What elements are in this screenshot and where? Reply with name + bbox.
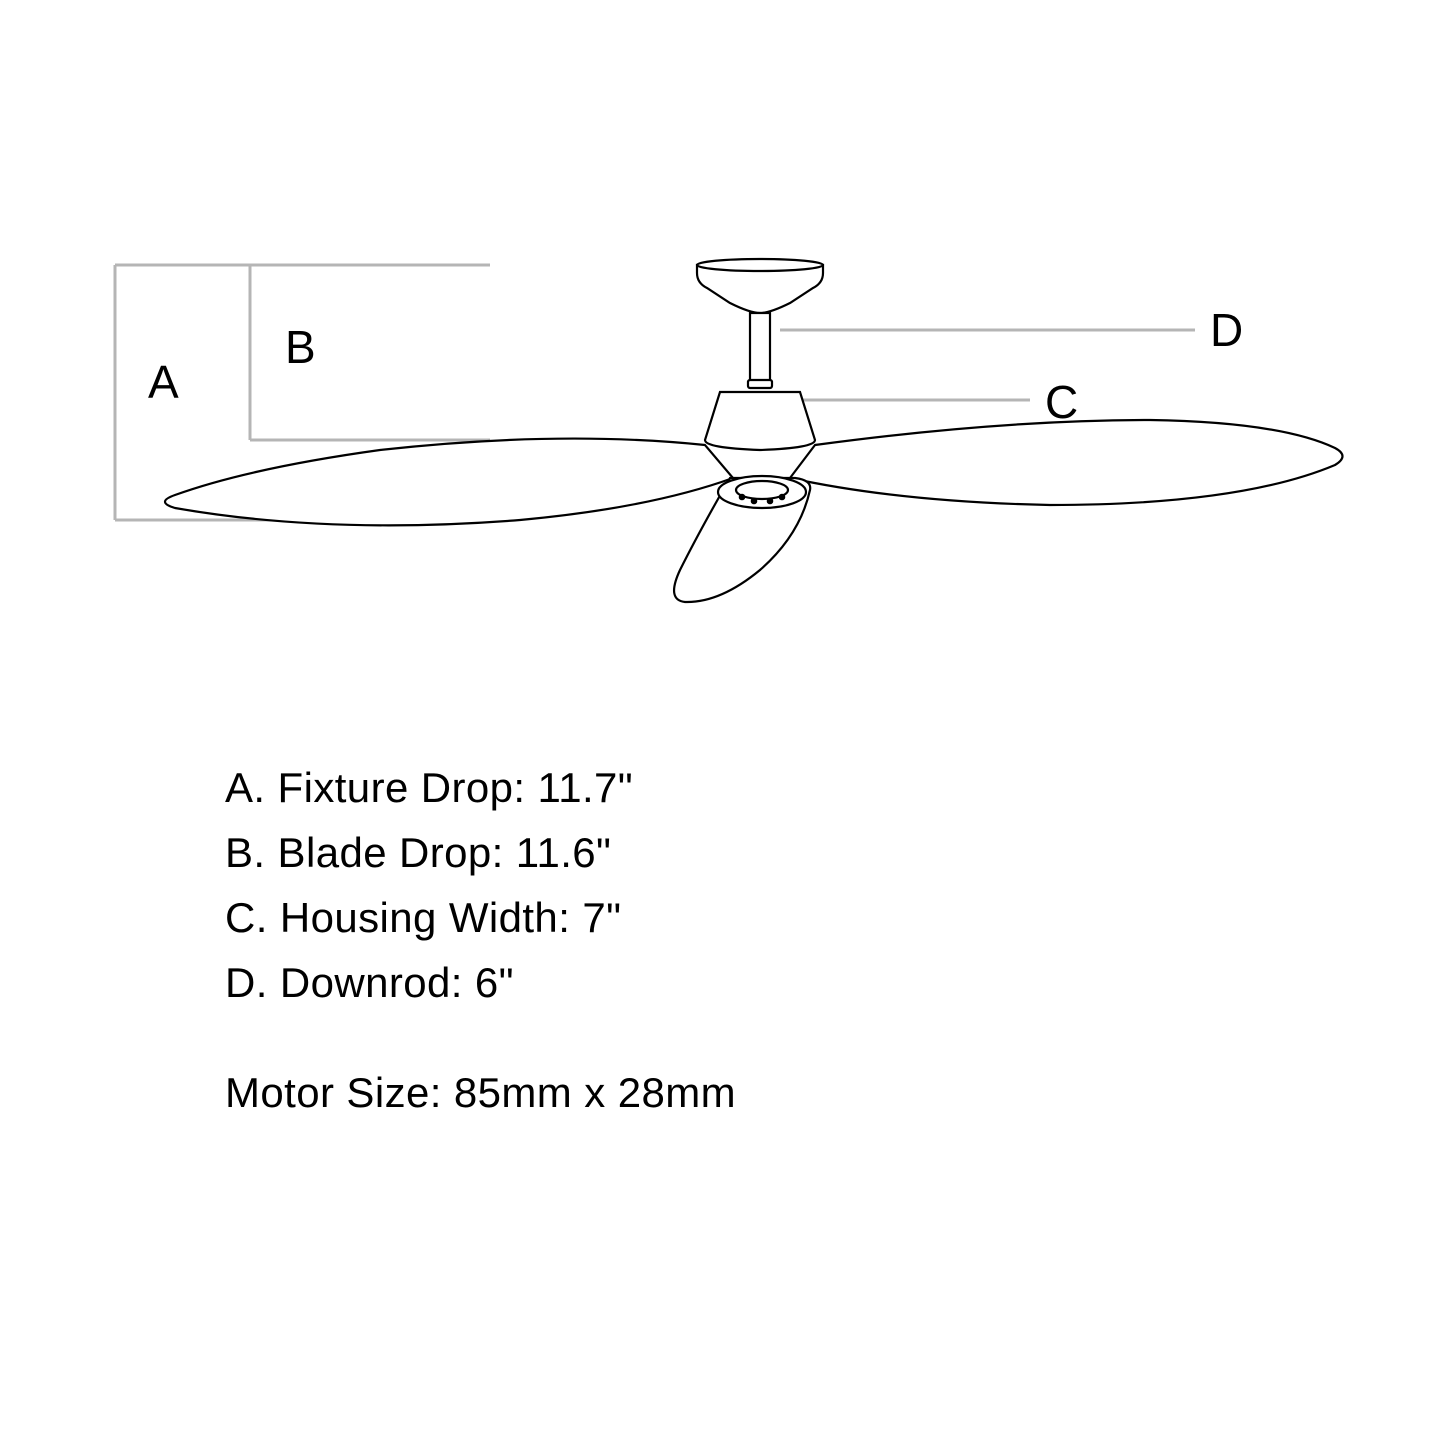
dimension-label-c: C [1045,375,1078,429]
dimension-diagram: A B C D [0,0,1445,720]
spec-text: C. Housing Width: 7" [225,894,621,941]
spec-text: D. Downrod: 6" [225,959,514,1006]
dimension-label-d: D [1210,303,1243,357]
fan-outline [165,259,1343,602]
dimension-label-a: A [148,355,179,409]
fan-diagram-svg [0,0,1445,720]
spec-motor: Motor Size: 85mm x 28mm [225,1060,736,1125]
spec-list: A. Fixture Drop: 11.7" B. Blade Drop: 11… [225,755,736,1125]
spec-item-a: A. Fixture Drop: 11.7" [225,755,736,820]
spec-text: A. Fixture Drop: 11.7" [225,764,633,811]
dimension-label-b: B [285,320,316,374]
spec-item-d: D. Downrod: 6" [225,950,736,1015]
spec-item-b: B. Blade Drop: 11.6" [225,820,736,885]
spec-text: B. Blade Drop: 11.6" [225,829,611,876]
spec-item-c: C. Housing Width: 7" [225,885,736,950]
